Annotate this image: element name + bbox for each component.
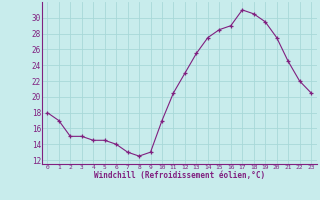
- X-axis label: Windchill (Refroidissement éolien,°C): Windchill (Refroidissement éolien,°C): [94, 171, 265, 180]
